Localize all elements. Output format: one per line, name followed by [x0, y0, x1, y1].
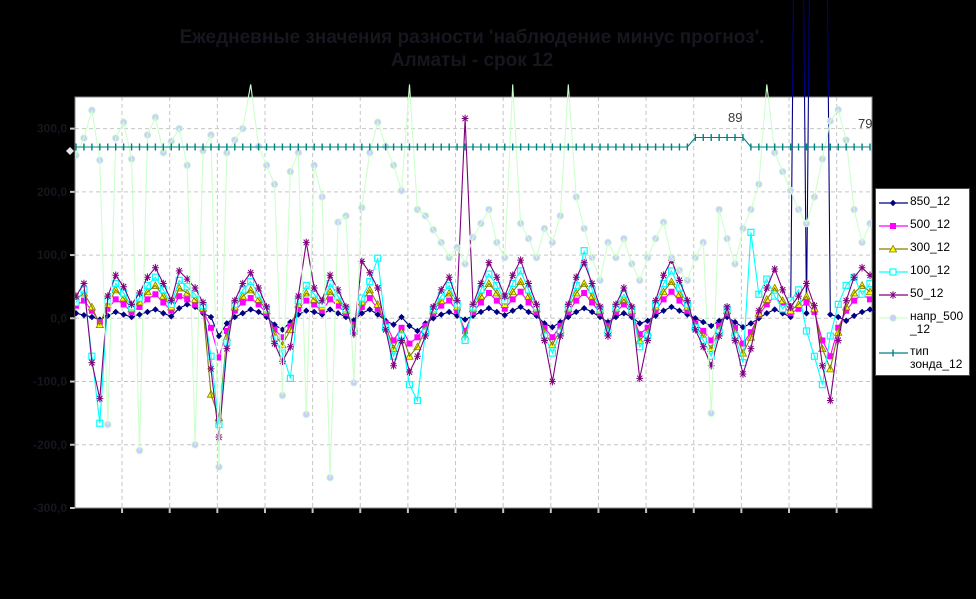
- legend-label: 100_12: [910, 263, 951, 277]
- legend-item-100_12: 100_12: [878, 264, 967, 278]
- y-tick-label: -300,0: [33, 501, 67, 515]
- y-tick-label: 0,0: [50, 311, 67, 325]
- legend-label: 50_12: [910, 286, 944, 300]
- legend-item-тип_зонда_12: тип зонда_12: [878, 345, 967, 371]
- legend-item-напр_500__12: напр_500 _12: [878, 310, 967, 336]
- legend-sample-circle-icon: [879, 314, 908, 322]
- legend-sample-open-square-icon: [879, 268, 908, 276]
- legend-sample-asterisk-icon: [879, 291, 908, 299]
- series-line: [75, 0, 879, 338]
- legend-item-300_12: 300_12: [878, 241, 967, 255]
- legend-sample-triangle-icon: [879, 244, 908, 253]
- legend-sample-plus-icon: [879, 349, 908, 357]
- legend-sample-diamond-icon: [879, 199, 908, 207]
- legend-sample-square-icon: [879, 223, 908, 229]
- axis-ticks: [70, 127, 838, 513]
- y-tick-label: 300,0: [37, 122, 67, 136]
- chart-title-line2: Алматы - срок 12: [390, 50, 554, 71]
- annotation-89: 89: [728, 110, 743, 125]
- legend-item-500_12: 500_12: [878, 218, 967, 232]
- y-tick-label: 100,0: [37, 248, 67, 262]
- y-tick-label: -100,0: [33, 375, 67, 389]
- legend-label: 300_12: [910, 240, 951, 254]
- legend-label: 500_12: [910, 217, 951, 231]
- legend-label: напр_500 _12: [910, 309, 964, 336]
- annotation-79: 79: [858, 116, 873, 131]
- series-line: [75, 84, 871, 478]
- y-axis-labels: 300,0 200,0 100,0 0,0 -100,0 -200,0 -300,0: [33, 122, 67, 515]
- series-line: [75, 118, 871, 438]
- edge-artifact-marker: [66, 147, 74, 155]
- legend: 850_12 500_12 300_12 100_12 50_12 напр_500 _1…: [875, 188, 970, 376]
- chart-title: Ежедневные значения разности 'наблюдение…: [0, 26, 944, 72]
- y-tick-label: 200,0: [37, 185, 67, 199]
- chart-title-line1: Ежедневные значения разности 'наблюдение…: [179, 27, 765, 48]
- legend-item-850_12: 850_12: [878, 195, 967, 209]
- series-line: [76, 136, 870, 148]
- legend-label: тип зонда_12: [910, 344, 963, 371]
- y-tick-label: -200,0: [33, 438, 67, 452]
- legend-label: 850_12: [910, 194, 951, 208]
- legend-item-50_12: 50_12: [878, 287, 967, 301]
